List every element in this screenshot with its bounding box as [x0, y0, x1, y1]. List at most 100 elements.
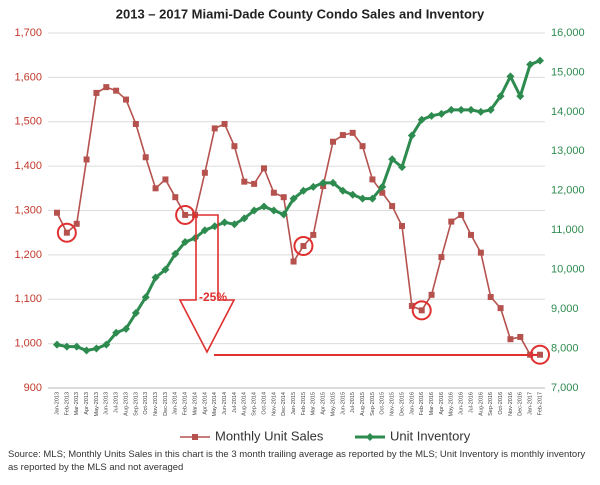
marker	[407, 131, 416, 140]
marker	[487, 294, 494, 301]
marker	[220, 218, 229, 227]
x-tick-label: Jun-2014	[222, 392, 228, 415]
marker	[250, 206, 259, 215]
x-tick-label: Jul-2016	[468, 392, 474, 413]
marker	[191, 234, 199, 243]
marker	[299, 186, 308, 195]
marker	[113, 87, 120, 94]
x-tick-label: Jul-2014	[232, 392, 238, 413]
y-tick-label: 1,200	[14, 249, 42, 261]
marker	[476, 107, 485, 116]
marker	[82, 346, 91, 355]
marker	[300, 243, 307, 249]
x-tick-label: Nov-2016	[508, 392, 514, 416]
x-tick-label: Aug-2013	[123, 392, 129, 416]
marker	[102, 340, 111, 349]
x-tick-label: Jun-2015	[340, 392, 346, 415]
marker	[103, 84, 110, 91]
marker	[231, 143, 238, 150]
y2-tick-label: 11,000	[551, 224, 584, 236]
marker	[279, 210, 288, 219]
x-tick-label: Mar-2015	[311, 392, 317, 416]
marker	[63, 229, 70, 236]
x-tick-label: Jun-2013	[104, 392, 110, 415]
y2-tick-label: 13,000	[551, 145, 585, 157]
marker	[290, 258, 297, 265]
x-tick-label: Jan-2017	[528, 392, 534, 415]
x-tick-label: Jan-2016	[409, 392, 415, 415]
x-tick-label: Nov-2015	[390, 392, 396, 416]
marker	[73, 220, 80, 227]
x-tick-label: Sep-2013	[133, 392, 139, 416]
x-tick-label: Sep-2016	[488, 392, 494, 416]
marker	[339, 132, 346, 139]
marker	[418, 307, 425, 314]
annotation-text: -25%	[199, 290, 227, 304]
marker	[142, 154, 149, 161]
marker	[210, 222, 219, 231]
x-tick-label: Dec-2015	[399, 392, 405, 416]
marker	[516, 92, 525, 101]
marker	[338, 186, 347, 195]
x-tick-label: May-2015	[330, 392, 336, 416]
highlight-circle	[293, 236, 314, 256]
legend-marker	[192, 434, 198, 440]
marker	[289, 194, 298, 203]
marker	[221, 120, 228, 127]
marker	[230, 220, 239, 229]
marker	[181, 238, 190, 247]
marker	[172, 194, 179, 201]
marker	[62, 342, 71, 351]
y-tick-label: 1,500	[14, 116, 42, 128]
marker	[162, 176, 169, 183]
marker	[526, 60, 535, 69]
x-tick-label: Dec-2016	[518, 392, 524, 416]
marker	[132, 120, 139, 127]
marker	[261, 165, 267, 172]
x-tick-label: Aug-2014	[242, 392, 248, 416]
marker	[398, 163, 406, 172]
highlight-circle	[175, 204, 196, 225]
marker	[378, 182, 387, 191]
marker	[211, 125, 218, 132]
marker	[457, 105, 466, 114]
marker	[93, 89, 100, 96]
marker	[171, 249, 180, 258]
y2-tick-label: 12,000	[551, 185, 585, 197]
chart: 2013 – 2017 Miami-Dade County Condo Sale…	[14, 6, 585, 443]
marker	[437, 109, 446, 118]
marker	[72, 342, 81, 351]
source-note: Source: MLS; Monthly Units Sales in this…	[8, 449, 586, 473]
x-tick-label: Jun-2016	[459, 392, 465, 415]
legend-marker	[366, 433, 374, 441]
x-tick-label: Apr-2015	[321, 392, 327, 415]
legend-label: Monthly Unit Sales	[215, 428, 324, 443]
highlight-circle	[530, 344, 550, 365]
y2-tick-label: 8,000	[551, 342, 579, 354]
y-tick-label: 1,400	[14, 160, 42, 172]
y-tick-label: 1,000	[14, 338, 42, 350]
marker	[141, 293, 150, 302]
y2-tick-label: 15,000	[551, 66, 585, 78]
marker	[240, 214, 249, 223]
y2-tick-label: 7,000	[551, 382, 579, 394]
x-tick-label: Apr-2016	[439, 392, 445, 415]
marker	[358, 194, 367, 203]
marker	[486, 105, 495, 114]
marker	[182, 211, 189, 218]
y2-tick-label: 10,000	[551, 264, 585, 276]
marker	[53, 340, 61, 349]
marker	[506, 72, 515, 81]
x-tick-label: Nov-2013	[153, 392, 159, 416]
marker	[447, 105, 456, 114]
marker	[448, 218, 455, 225]
marker	[122, 324, 130, 333]
highlight-circle	[56, 222, 77, 243]
marker	[428, 291, 435, 298]
x-tick-label: Jan-2013	[54, 392, 60, 415]
marker	[427, 111, 436, 120]
marker	[507, 336, 514, 343]
x-tick-label: May-2014	[212, 392, 218, 416]
